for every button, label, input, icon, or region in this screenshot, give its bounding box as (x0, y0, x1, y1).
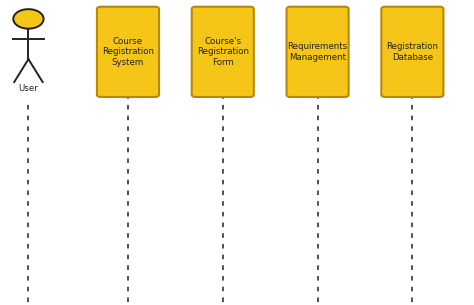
Text: Requirements
Management: Requirements Management (288, 42, 347, 62)
Text: Course
Registration
System: Course Registration System (102, 37, 154, 67)
Text: Course's
Registration
Form: Course's Registration Form (197, 37, 249, 67)
FancyBboxPatch shape (286, 7, 348, 97)
FancyBboxPatch shape (381, 7, 444, 97)
Text: User: User (18, 84, 38, 93)
Text: Registration
Database: Registration Database (386, 42, 438, 62)
FancyBboxPatch shape (97, 7, 159, 97)
FancyBboxPatch shape (191, 7, 254, 97)
Circle shape (13, 9, 44, 29)
